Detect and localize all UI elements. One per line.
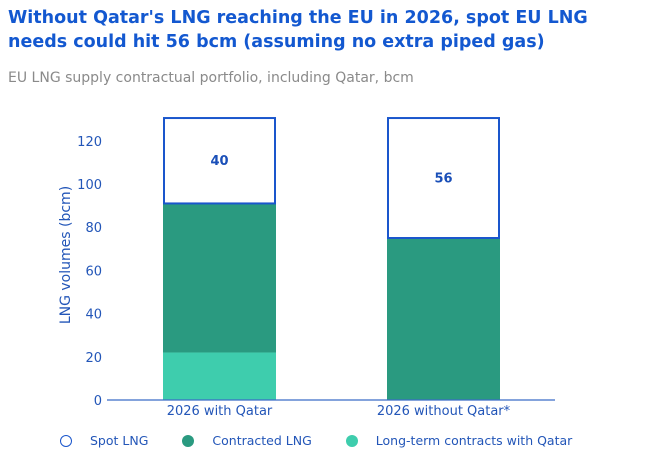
chart-subtitle: EU LNG supply contractual portfolio, inc… — [8, 70, 414, 86]
legend-label: Contracted LNG — [212, 433, 312, 448]
legend-item: Contracted LNG — [182, 433, 312, 448]
bar-segment-contracted-lng — [163, 203, 276, 353]
x-tick-label: 2026 without Qatar* — [377, 404, 511, 419]
y-tick-label: 120 — [77, 135, 102, 150]
bar-segment-spot-lng — [387, 117, 500, 239]
x-tick-label: 2026 with Qatar — [167, 404, 273, 419]
legend: Spot LNG Contracted LNG Long-term contract… — [60, 433, 606, 448]
bar-segment-contracted-lng — [387, 238, 500, 400]
y-tick-label: 80 — [85, 221, 102, 236]
legend-marker-icon — [345, 434, 358, 447]
data-label: 40 — [210, 154, 228, 169]
y-axis-label: LNG volumes (bcm) — [58, 186, 74, 324]
legend-label: Spot LNG — [90, 433, 149, 448]
bar-segment-long-term-contracts-with-qatar — [163, 352, 276, 400]
legend-marker-icon — [60, 434, 72, 447]
y-tick-label: 100 — [77, 178, 102, 193]
legend-marker-icon — [182, 434, 195, 447]
bar-segment-spot-lng — [163, 117, 276, 205]
y-tick-label: 60 — [85, 264, 102, 279]
y-tick-label: 0 — [94, 394, 102, 409]
legend-label: Long-term contracts with Qatar — [375, 433, 573, 448]
y-tick-label: 40 — [85, 308, 102, 323]
chart-title: Without Qatar's LNG reaching the EU in 2… — [8, 8, 588, 52]
data-label: 56 — [434, 172, 452, 187]
legend-item: Spot LNG — [60, 433, 148, 448]
legend-item: Long-term contracts with Qatar — [345, 433, 573, 448]
y-tick-label: 20 — [85, 351, 102, 366]
